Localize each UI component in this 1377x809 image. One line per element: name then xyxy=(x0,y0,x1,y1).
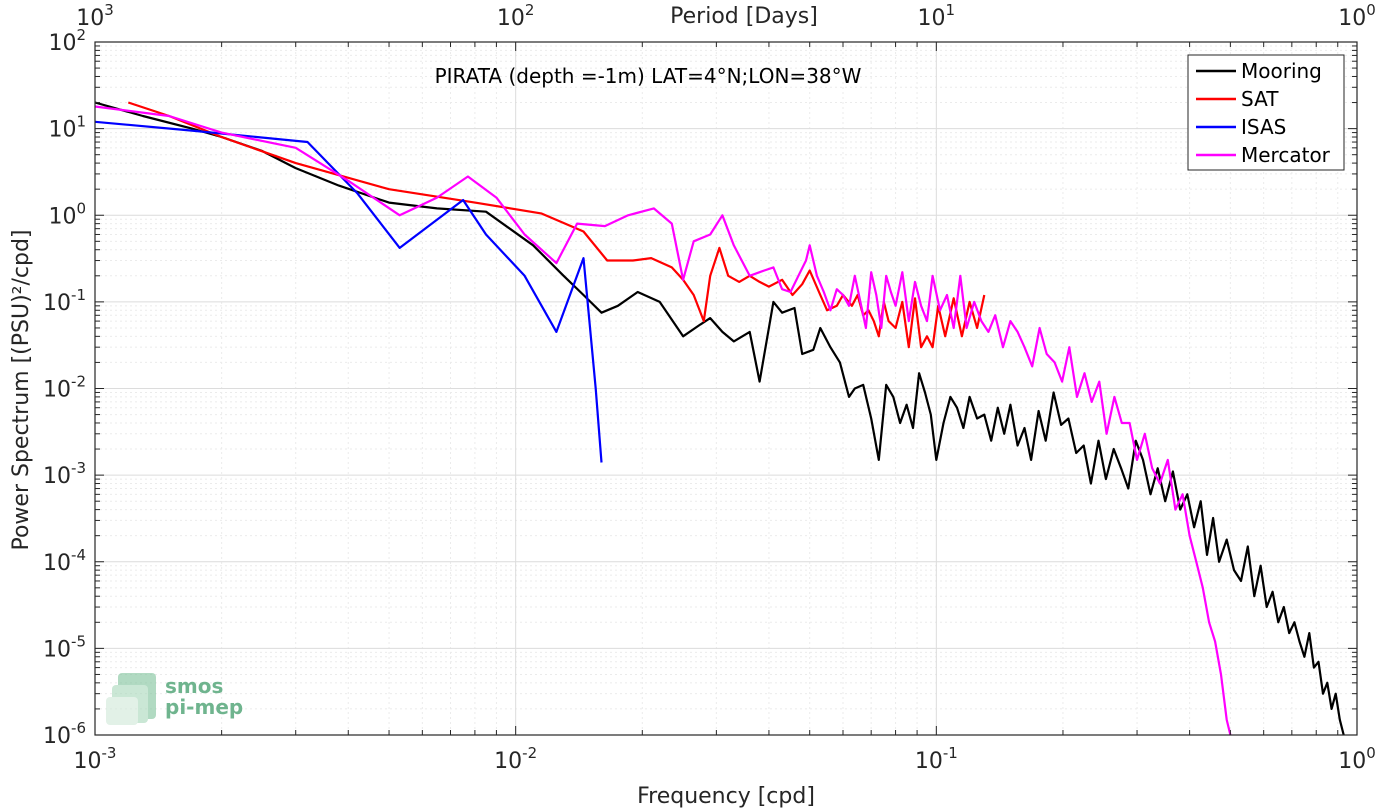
y-tick-label: 10-3 xyxy=(43,459,86,489)
tick-marks xyxy=(94,41,1358,736)
watermark-logo: smos pi-mep xyxy=(106,673,243,725)
y-tick-label: 10-1 xyxy=(43,286,86,316)
legend-label-isas: ISAS xyxy=(1241,115,1286,139)
x-tick-label: 10-1 xyxy=(915,744,958,774)
series-layer xyxy=(94,101,1345,736)
x2-tick-label: 101 xyxy=(918,1,956,31)
x2-tick-label: 100 xyxy=(1338,1,1376,31)
smos-logo-icon xyxy=(106,673,156,725)
x-tick-label: 10-2 xyxy=(494,744,537,774)
watermark-line-1: smos xyxy=(165,674,223,698)
y-tick-label: 10-5 xyxy=(43,632,86,662)
legend: Mooring SAT ISAS Mercator xyxy=(1187,54,1345,171)
legend-label-mooring: Mooring xyxy=(1241,59,1322,83)
series-line-mooring xyxy=(94,101,1345,736)
legend-label-sat: SAT xyxy=(1241,87,1279,111)
legend-label-mercator: Mercator xyxy=(1241,143,1331,167)
y-axis-label: Power Spectrum [(PSU)²/cpd] xyxy=(9,229,34,550)
x-tick-label: 100 xyxy=(1338,744,1376,774)
x2-tick-label: 103 xyxy=(76,1,114,31)
y-tick-label: 10-2 xyxy=(43,373,86,403)
series-line-mercator xyxy=(94,105,1232,736)
x-tick-label: 10-3 xyxy=(74,744,117,774)
x2-tick-label: 102 xyxy=(497,1,535,31)
x2-axis-label: Period [Days] xyxy=(670,4,818,29)
y-tick-label: 10-6 xyxy=(43,719,86,749)
tick-labels: 10-3 10-2 10-1 100 102 101 100 10-1 10-2 10-3 10-4… xyxy=(43,1,1376,774)
series-line-sat xyxy=(127,101,986,349)
x-axis-label: Frequency [cpd] xyxy=(637,784,815,809)
watermark-line-2: pi-mep xyxy=(165,695,243,719)
y-tick-label: 10-4 xyxy=(43,546,86,576)
legend-box xyxy=(1187,54,1345,171)
y-tick-label: 101 xyxy=(48,113,86,143)
series-line-isas xyxy=(94,120,603,463)
y-tick-label: 102 xyxy=(48,26,86,56)
y-tick-label: 100 xyxy=(48,199,86,229)
chart-title: PIRATA (depth =-1m) LAT=4°N;LON=38°W xyxy=(435,64,862,88)
